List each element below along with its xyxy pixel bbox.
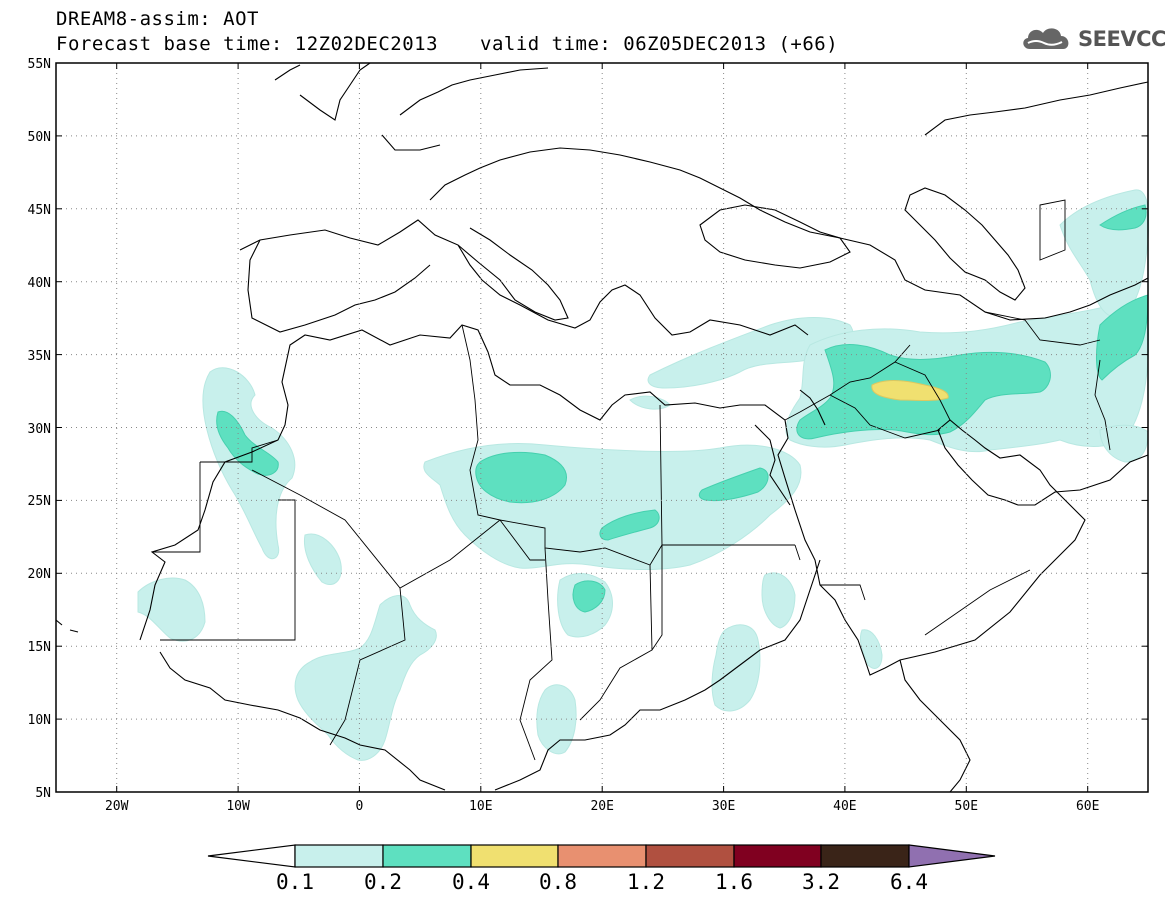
- latitude-labels: 55N 50N 45N 40N 35N 30N 25N 20N 15N 10N …: [28, 57, 51, 801]
- lon-label: 10E: [469, 799, 492, 814]
- lon-label: 40E: [833, 799, 856, 814]
- colorbar-label: 1.6: [715, 870, 753, 894]
- lat-label: 50N: [28, 130, 51, 145]
- colorbar-swatch: [733, 844, 822, 868]
- colorbar-label: 6.4: [890, 870, 928, 894]
- gridlines: [56, 63, 1148, 792]
- lat-label: 10N: [28, 713, 51, 728]
- colorbar-label: 0.1: [276, 870, 314, 894]
- colorbar-swatch: [820, 844, 910, 868]
- seevccc-logo: SEEVCCC: [1018, 24, 1165, 54]
- valid-time: valid time: 06Z05DEC2013 (+66): [480, 33, 839, 55]
- lat-label: 40N: [28, 276, 51, 291]
- lat-label: 30N: [28, 422, 51, 437]
- lon-label: 50E: [955, 799, 978, 814]
- aot-level-0.1: [137, 189, 1149, 761]
- colorbar-low-arrow: [207, 844, 296, 868]
- axis-ticks: [56, 62, 1148, 792]
- colorbar-swatch: [382, 844, 472, 868]
- colorbar-high-arrow: [908, 844, 996, 868]
- colorbar-label: 0.4: [452, 870, 490, 894]
- lat-label: 5N: [35, 786, 51, 801]
- lon-label: 10W: [226, 799, 250, 814]
- aot-level-0.4: [871, 380, 949, 401]
- colorbar-label: 3.2: [802, 870, 840, 894]
- lat-label: 35N: [28, 349, 51, 364]
- colorbar-swatch: [645, 844, 735, 868]
- logo-text: SEEVCCC: [1078, 27, 1165, 51]
- longitude-labels: 20W 10W 0 10E 20E 30E 40E 50E 60E: [105, 799, 1099, 814]
- lon-label: 20E: [590, 799, 613, 814]
- map-title: DREAM8-assim: AOT: [56, 8, 259, 30]
- lat-label: 15N: [28, 640, 51, 655]
- lat-label: 55N: [28, 57, 51, 72]
- lon-label: 60E: [1076, 799, 1099, 814]
- colorbar: [207, 844, 996, 868]
- borders: [152, 199, 1111, 761]
- colorbar-swatch: [470, 844, 559, 868]
- colorbar-swatch: [294, 844, 384, 868]
- colorbar-label: 1.2: [627, 870, 665, 894]
- colorbar-label: 0.8: [539, 870, 577, 894]
- lon-label: 20W: [105, 799, 129, 814]
- colorbar-swatch: [557, 844, 647, 868]
- lon-label: 0: [355, 799, 363, 814]
- coastlines: [56, 63, 1149, 792]
- colorbar-label: 0.2: [364, 870, 402, 894]
- lat-label: 45N: [28, 203, 51, 218]
- forecast-base-time: Forecast base time: 12Z02DEC2013: [56, 33, 439, 55]
- cloud-icon: [1023, 28, 1069, 49]
- lat-label: 25N: [28, 494, 51, 509]
- lon-label: 30E: [712, 799, 735, 814]
- aot-field: [137, 189, 1149, 761]
- lat-label: 20N: [28, 567, 51, 582]
